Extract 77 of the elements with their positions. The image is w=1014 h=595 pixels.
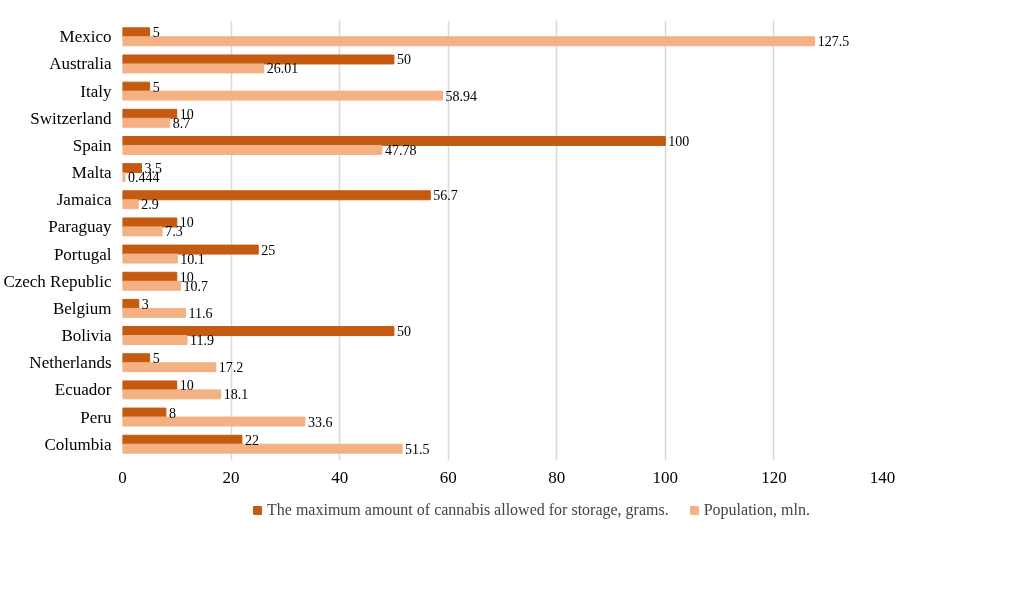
y-tick-label: Bolivia	[61, 326, 112, 346]
y-tick-label: Belgium	[52, 298, 112, 318]
data-label: 2.9	[141, 197, 159, 213]
data-label: 10	[179, 378, 194, 394]
data-label: 50	[396, 324, 411, 340]
bar	[122, 307, 186, 318]
data-label: 26.01	[266, 61, 299, 77]
x-tick-label: 140	[869, 467, 896, 487]
y-tick-label: Columbia	[44, 434, 112, 454]
bar	[122, 407, 167, 418]
bar	[122, 172, 126, 183]
y-tick-label: Italy	[80, 81, 112, 101]
y-tick-label: Mexico	[59, 27, 112, 47]
data-label: 8	[168, 405, 176, 421]
x-tick-label: 20	[222, 467, 240, 487]
bar	[122, 443, 403, 454]
y-tick-label: Ecuador	[54, 380, 112, 400]
bar	[122, 434, 243, 445]
data-label: 7.3	[165, 224, 183, 240]
x-tick-label: 0	[118, 467, 127, 487]
bar	[122, 144, 383, 155]
bar	[122, 108, 178, 119]
data-label: 25	[261, 242, 276, 258]
y-tick-label: Spain	[72, 135, 112, 155]
bar	[122, 117, 171, 128]
bar	[122, 63, 265, 74]
y-tick-label: Peru	[80, 407, 112, 427]
x-tick-label: 80	[548, 467, 566, 487]
legend-label: The maximum amount of cannabis allowed for storage, grams.	[267, 501, 669, 519]
data-label: 18.1	[223, 387, 249, 403]
data-label: 33.6	[307, 414, 333, 430]
bar	[122, 416, 306, 427]
bar	[122, 199, 139, 210]
bar	[122, 135, 666, 146]
bar	[122, 389, 222, 400]
data-label: 127.5	[817, 34, 850, 50]
data-label: 3	[141, 296, 149, 312]
data-label: 56.7	[433, 188, 458, 204]
data-label: 5	[152, 351, 160, 367]
bar	[122, 253, 178, 264]
data-label: 100	[668, 133, 690, 149]
data-label: 47.78	[384, 142, 417, 158]
x-tick-label: 40	[331, 467, 349, 487]
data-label: 51.5	[405, 441, 430, 457]
x-tick-label: 60	[439, 467, 457, 487]
x-tick-label: 120	[761, 467, 787, 487]
y-tick-label: Australia	[49, 54, 112, 74]
y-tick-label: Jamaica	[56, 190, 112, 210]
x-tick-label: 100	[652, 467, 679, 487]
bar	[122, 217, 178, 228]
y-tick-label: Switzerland	[30, 108, 112, 128]
bar	[122, 326, 395, 337]
bar	[122, 190, 431, 201]
y-tick-label: Czech Republic	[3, 271, 112, 291]
bar	[122, 335, 188, 346]
bar	[122, 54, 395, 65]
y-tick-label: Paraguay	[48, 217, 112, 237]
legend-label: Population, mln.	[703, 501, 810, 519]
bar	[122, 244, 259, 255]
y-tick-label: Malta	[71, 163, 112, 183]
data-label: 11.6	[188, 305, 213, 321]
data-label: 5	[152, 79, 160, 95]
bar	[122, 36, 816, 47]
bar	[122, 90, 443, 101]
data-label: 58.94	[445, 88, 477, 104]
y-tick-label: Portugal	[53, 244, 112, 264]
y-tick-label: Netherlands	[29, 353, 112, 373]
data-label: 50	[396, 52, 411, 68]
data-label: 11.9	[190, 333, 215, 349]
bar	[122, 362, 217, 373]
bar	[122, 163, 142, 174]
bar	[122, 280, 182, 291]
data-label: 22	[244, 432, 259, 448]
data-label: 17.2	[218, 360, 244, 376]
data-label: 10.1	[180, 251, 205, 267]
bar	[122, 226, 163, 237]
data-label: 5	[152, 25, 160, 41]
